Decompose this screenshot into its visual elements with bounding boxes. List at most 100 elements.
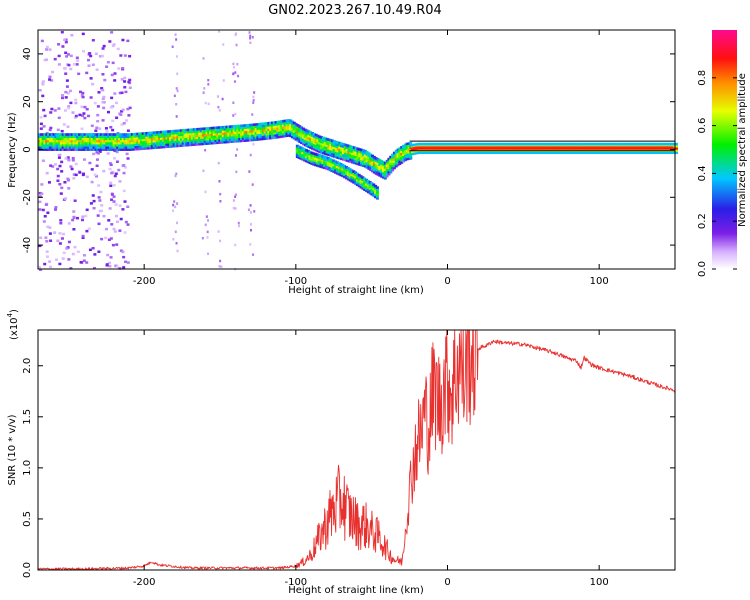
ridge-cell bbox=[72, 139, 76, 143]
noise-cell bbox=[66, 53, 70, 56]
ridge-cell bbox=[241, 135, 245, 138]
ridge-cell bbox=[651, 142, 655, 146]
ridge-cell bbox=[290, 133, 294, 137]
ridge-cell bbox=[261, 128, 265, 132]
ridge-cell bbox=[132, 135, 136, 138]
spectrogram-xtick-label: 0 bbox=[444, 276, 450, 287]
ridge-cell bbox=[48, 146, 52, 149]
ridge-cell bbox=[527, 142, 531, 146]
ridge-cell bbox=[540, 144, 544, 148]
ridge-cell bbox=[212, 126, 216, 130]
ridge-cell bbox=[229, 125, 233, 128]
ridge-cell bbox=[47, 148, 51, 151]
noise-cell bbox=[93, 173, 97, 177]
ridge-cell bbox=[376, 160, 380, 163]
ridge-cell bbox=[425, 144, 429, 148]
ridge-cell bbox=[447, 142, 451, 146]
noise-cell bbox=[66, 177, 70, 181]
ridge-cell bbox=[402, 149, 405, 152]
noise-cell bbox=[127, 114, 131, 117]
noise-cell bbox=[66, 125, 70, 128]
noise-cell bbox=[249, 228, 252, 232]
ridge-cell bbox=[165, 143, 169, 146]
branch-cell bbox=[348, 174, 352, 178]
ridge-cell bbox=[88, 139, 92, 143]
noise-cell bbox=[249, 37, 252, 40]
ridge-cell bbox=[624, 147, 628, 150]
ridge-cell bbox=[41, 146, 45, 149]
ridge-cell bbox=[194, 134, 198, 138]
ridge-cell bbox=[240, 135, 244, 138]
noise-cell bbox=[45, 255, 49, 258]
noise-cell bbox=[105, 130, 109, 133]
ridge-cell bbox=[658, 147, 662, 150]
ridge-cell bbox=[232, 133, 236, 137]
ridge-cell bbox=[505, 147, 509, 150]
noise-cell bbox=[235, 43, 238, 47]
branch-cell bbox=[337, 166, 341, 170]
ridge-cell bbox=[256, 127, 260, 130]
ridge-cell bbox=[403, 145, 407, 149]
ridge-cell bbox=[660, 142, 664, 146]
ridge-cell bbox=[343, 158, 347, 162]
ridge-cell bbox=[101, 137, 105, 141]
ridge-cell bbox=[645, 144, 649, 148]
ridge-cell bbox=[536, 144, 540, 148]
ridge-cell bbox=[647, 147, 651, 150]
ridge-cell bbox=[278, 124, 282, 128]
ridge-cell bbox=[665, 147, 669, 150]
ridge-cell bbox=[391, 158, 395, 161]
ridge-cell bbox=[323, 148, 327, 151]
ridge-cell bbox=[249, 138, 253, 142]
ridge-cell bbox=[249, 125, 253, 129]
ridge-cell bbox=[267, 134, 271, 138]
noise-cell bbox=[119, 217, 123, 221]
noise-cell bbox=[248, 170, 251, 173]
ridge-cell bbox=[38, 144, 41, 147]
ridge-cell bbox=[493, 151, 496, 155]
ridge-cell bbox=[372, 158, 376, 161]
ridge-cell bbox=[159, 139, 163, 143]
ridge-cell bbox=[589, 144, 593, 148]
ridge-cell bbox=[412, 152, 416, 155]
ridge-cell bbox=[258, 129, 262, 132]
ridge-cell bbox=[43, 133, 47, 136]
ridge-cell bbox=[356, 147, 360, 151]
ridge-cell bbox=[110, 139, 114, 143]
ridge-cell bbox=[429, 142, 433, 146]
ridge-cell bbox=[179, 129, 183, 132]
branch-cell bbox=[308, 152, 312, 156]
ridge-cell bbox=[318, 135, 322, 139]
ridge-cell bbox=[269, 126, 273, 129]
noise-cell bbox=[104, 127, 108, 130]
ridge-cell bbox=[58, 146, 62, 149]
ridge-cell bbox=[58, 144, 62, 147]
snr-ytick-label: 0.0 bbox=[22, 562, 33, 578]
ridge-cell bbox=[58, 133, 62, 136]
ridge-cell bbox=[189, 141, 193, 145]
branch-cell bbox=[330, 160, 334, 164]
noise-cell bbox=[50, 107, 54, 111]
noise-cell bbox=[57, 63, 61, 66]
ridge-cell bbox=[169, 132, 173, 135]
ridge-cell bbox=[179, 139, 183, 143]
ridge-cell bbox=[664, 147, 668, 150]
noise-cell bbox=[109, 237, 113, 240]
branch-cell bbox=[301, 149, 305, 153]
noise-cell bbox=[91, 194, 95, 197]
ridge-cell bbox=[214, 137, 218, 140]
branch-cell bbox=[348, 178, 352, 182]
noise-cell bbox=[220, 265, 223, 269]
ridge-cell bbox=[45, 133, 49, 136]
ridge-cell bbox=[520, 147, 524, 150]
noise-cell bbox=[48, 75, 52, 79]
noise-cell bbox=[81, 32, 85, 36]
ridge-cell bbox=[416, 147, 420, 150]
ridge-cell bbox=[283, 128, 287, 131]
ridge-cell bbox=[407, 148, 411, 152]
ridge-cell bbox=[407, 142, 411, 145]
noise-cell bbox=[102, 44, 106, 48]
ridge-cell bbox=[223, 140, 227, 144]
ridge-cell bbox=[260, 137, 264, 141]
ridge-cell bbox=[218, 126, 222, 129]
